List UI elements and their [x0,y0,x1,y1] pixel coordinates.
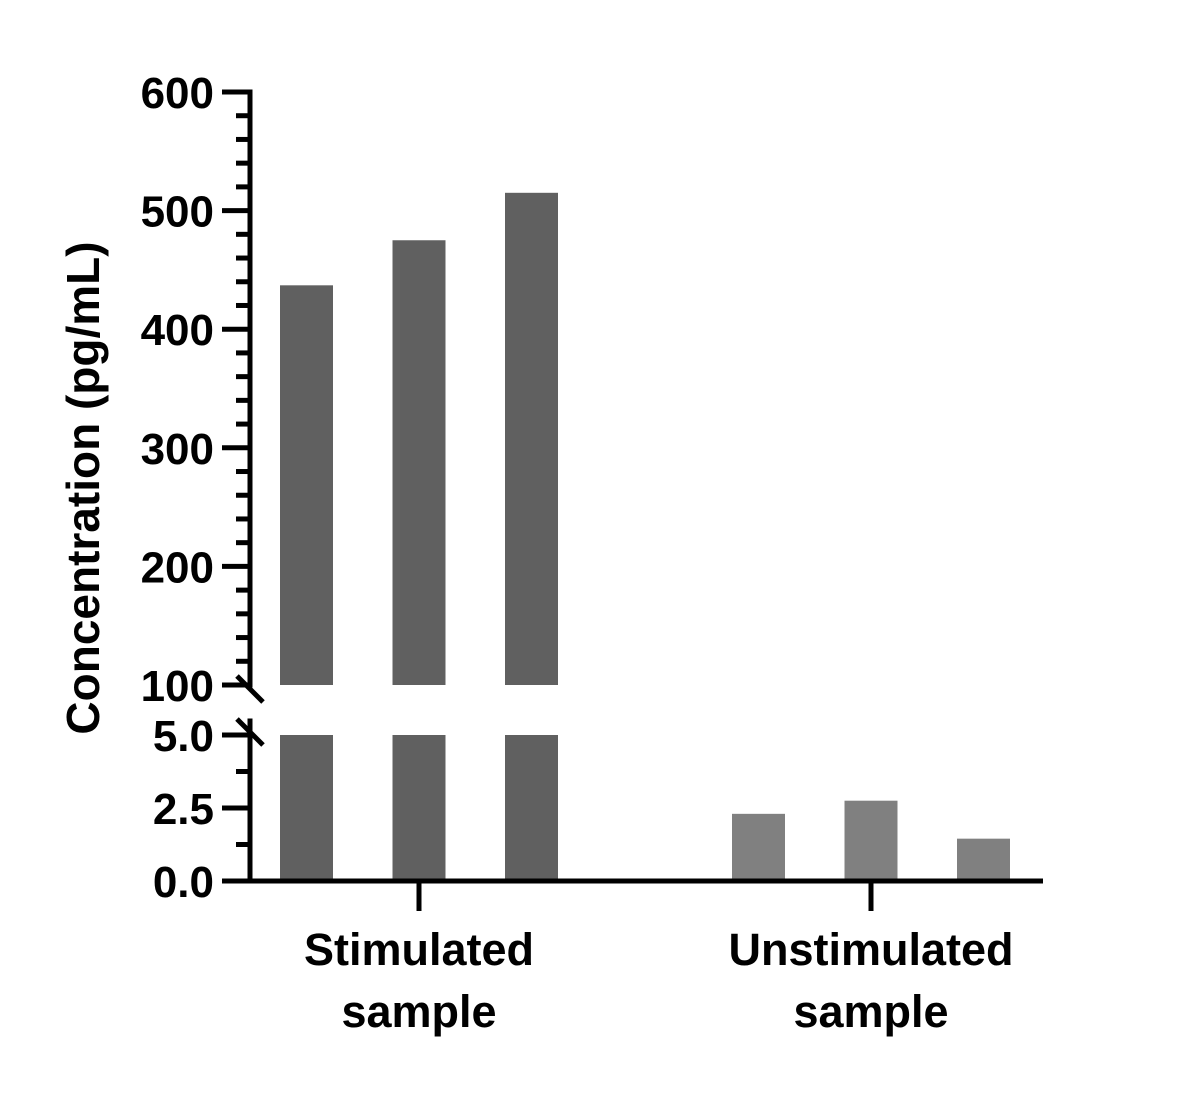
y-tick-label: 600 [141,69,214,118]
x-category-label-line1: Stimulated [304,924,534,975]
y-tick-label: 300 [141,425,214,474]
bar-lower-segment [392,735,446,881]
y-tick-label: 100 [141,662,214,711]
axis-layer [222,89,1043,884]
y-tick-label: 400 [141,306,214,355]
bar [957,838,1010,881]
bar-lower-segment [280,735,333,881]
bar-upper-segment [505,192,558,685]
bar [732,813,785,881]
axis-break-mark-lower [235,717,265,747]
x-category-label-line1: Unstimulated [728,924,1013,975]
x-category-label-line2: sample [793,986,948,1037]
bar-upper-segment [392,240,446,685]
bars-layer [280,192,1010,881]
y-tick-label: 2.5 [153,785,214,834]
bar-lower-segment [505,735,558,881]
bar-upper-segment [280,285,333,685]
y-tick-label: 5.0 [153,712,214,761]
y-tick-label: 0.0 [153,858,214,907]
y-tick-label: 200 [141,543,214,592]
bar [844,800,898,881]
x-category-label-line2: sample [341,986,496,1037]
y-axis-title: Concentration (pg/mL) [57,241,109,734]
ticks-layer: 100 200 300 400 500 600 0.0 2.5 5.0 Stimulated sam… [141,69,1014,1037]
axis-break-mark-upper [235,674,265,704]
y-tick-label: 500 [141,188,214,237]
